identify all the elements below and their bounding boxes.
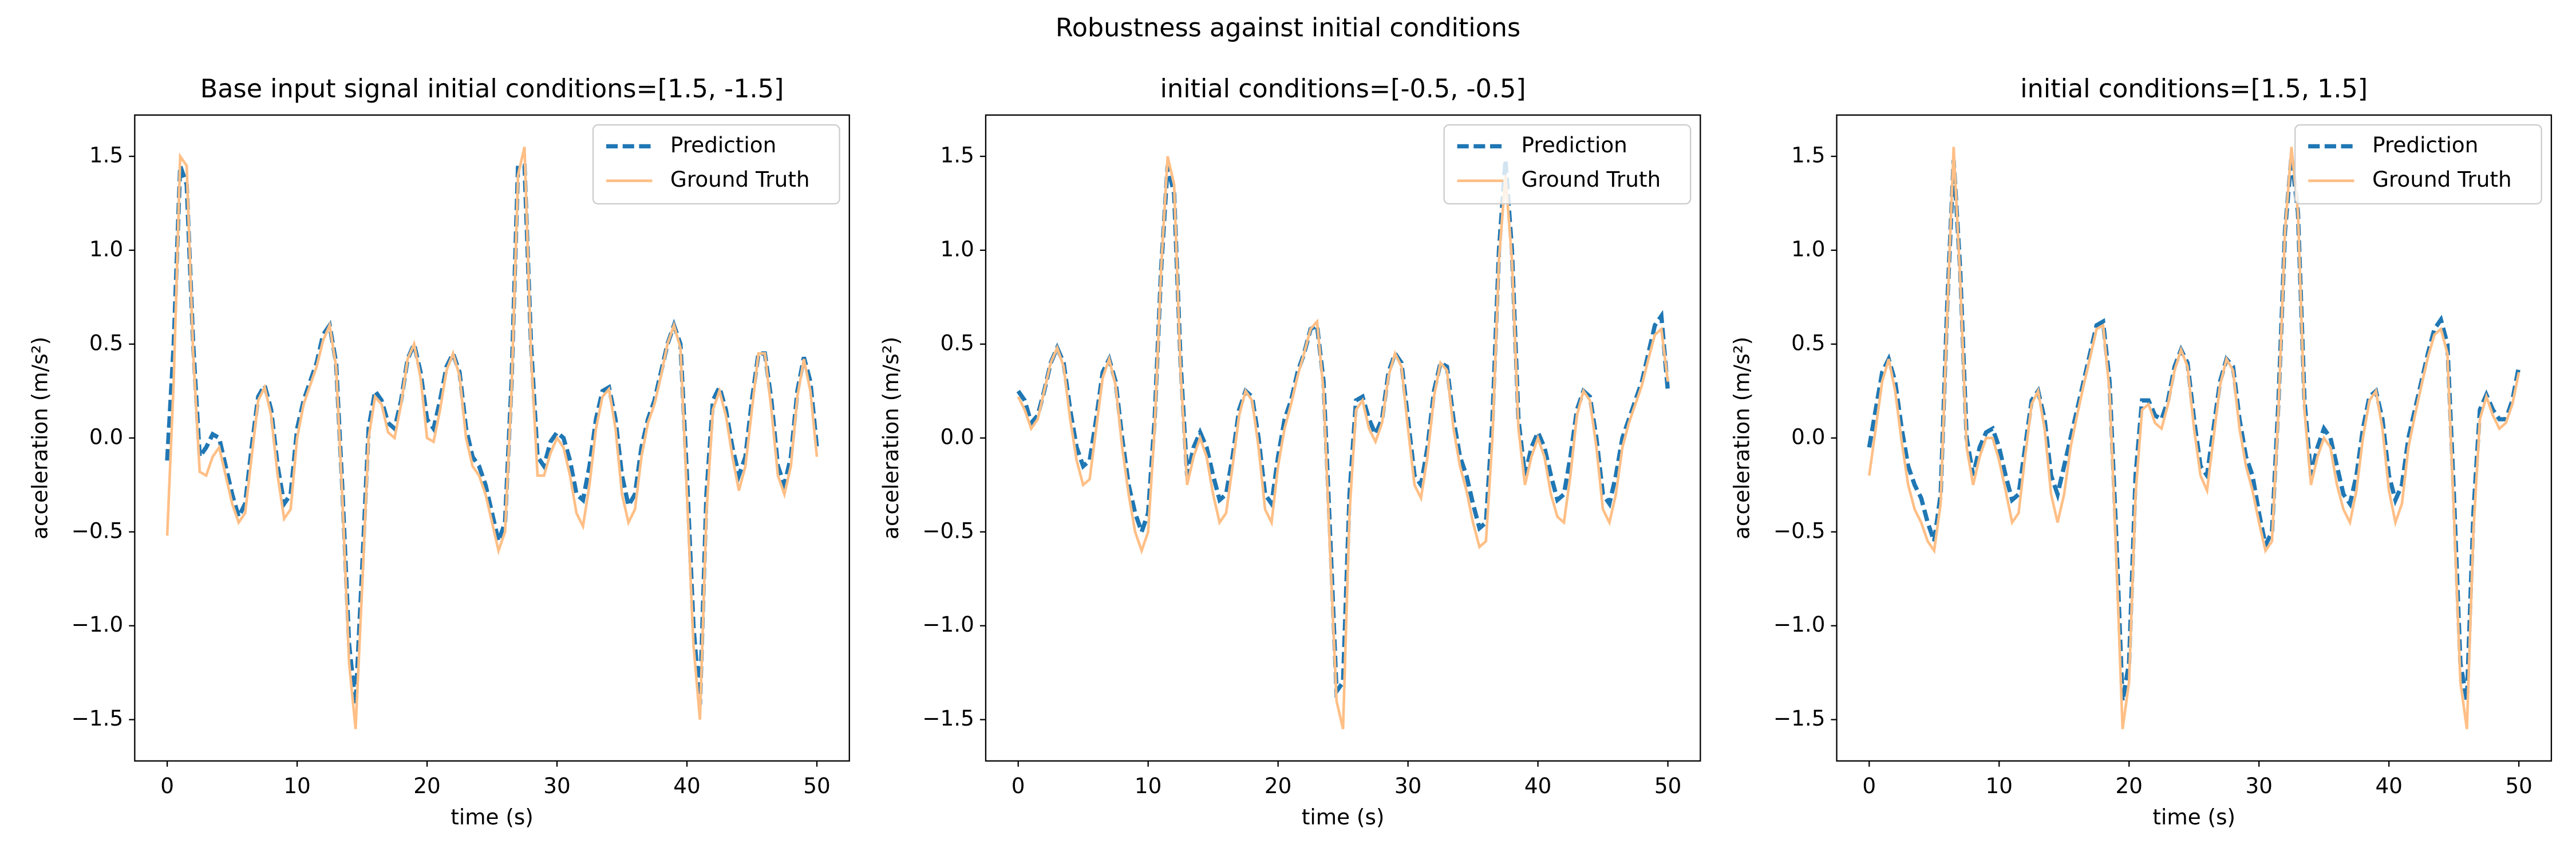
legend-box (592, 124, 840, 205)
y-tick-label: −1.0 (72, 612, 124, 637)
legend-label: Ground Truth (670, 167, 810, 192)
y-axis-label: acceleration (m/s²) (1729, 337, 1754, 539)
legend-label: Prediction (1522, 132, 1627, 157)
line-series (1017, 156, 1669, 730)
y-tick-label: −1.5 (72, 706, 124, 731)
axes-title: initial conditions=[-0.5, -0.5] (1160, 74, 1526, 104)
x-tick-label: 30 (2245, 773, 2272, 798)
y-tick-label: −0.5 (72, 518, 124, 543)
y-tick-label: 0.0 (1791, 424, 1825, 449)
x-tick-label: 40 (1524, 773, 1551, 798)
x-tick-label: 30 (1394, 773, 1421, 798)
x-tick-label: 0 (160, 773, 174, 798)
x-tick-label: 40 (2375, 773, 2402, 798)
legend-label: Ground Truth (1522, 167, 1661, 192)
y-tick-label: 1.5 (89, 143, 123, 168)
axes-title: Base input signal initial conditions=[1.… (200, 74, 784, 104)
y-tick-label: −1.5 (1773, 706, 1826, 731)
line-series (165, 147, 819, 730)
y-tick-label: −1.0 (1773, 612, 1826, 637)
y-tick-label: −1.5 (922, 706, 974, 731)
figure-title: Robustness against initial conditions (1056, 14, 1520, 43)
y-tick-label: 0.5 (1791, 330, 1825, 355)
x-tick-label: 20 (1265, 773, 1291, 798)
axes-frame (985, 114, 1701, 762)
x-axis-label: time (s) (1302, 805, 1385, 830)
y-axis-label: acceleration (m/s²) (27, 337, 52, 539)
y-tick-label: 0.0 (941, 424, 974, 449)
x-axis-label: time (s) (2152, 805, 2235, 830)
axes-frame (134, 114, 850, 762)
x-tick-label: 20 (2116, 773, 2143, 798)
y-tick-label: 1.0 (1791, 236, 1825, 261)
x-tick-label: 50 (1654, 773, 1681, 798)
legend-box (1443, 124, 1692, 205)
x-tick-label: 20 (413, 773, 440, 798)
x-tick-label: 10 (283, 773, 310, 798)
x-tick-label: 50 (803, 773, 830, 798)
legend-box (2294, 124, 2542, 205)
line-series (1868, 147, 2520, 730)
legend-label: Ground Truth (2372, 167, 2512, 192)
x-tick-label: 10 (1135, 773, 1161, 798)
y-tick-label: 0.5 (941, 330, 974, 355)
y-tick-label: −1.0 (922, 612, 974, 637)
legend-label: Prediction (670, 132, 776, 157)
y-tick-label: 1.5 (1791, 143, 1825, 168)
y-tick-label: 1.5 (941, 143, 974, 168)
axes-frame (1836, 114, 2553, 762)
x-axis-label: time (s) (451, 805, 534, 830)
y-axis-label: acceleration (m/s²) (878, 337, 903, 539)
y-tick-label: 0.0 (89, 424, 123, 449)
x-tick-label: 30 (543, 773, 570, 798)
x-tick-label: 40 (673, 773, 700, 798)
y-tick-label: 0.5 (89, 330, 123, 355)
y-tick-label: −0.5 (922, 518, 974, 543)
y-tick-label: −0.5 (1773, 518, 1826, 543)
x-tick-label: 10 (1986, 773, 2013, 798)
legend-label: Prediction (2372, 132, 2478, 157)
x-tick-label: 50 (2505, 773, 2532, 798)
y-tick-label: 1.0 (89, 236, 123, 261)
y-tick-label: 1.0 (941, 236, 974, 261)
x-tick-label: 0 (1862, 773, 1876, 798)
axes-title: initial conditions=[1.5, 1.5] (2020, 74, 2368, 104)
x-tick-label: 0 (1012, 773, 1025, 798)
